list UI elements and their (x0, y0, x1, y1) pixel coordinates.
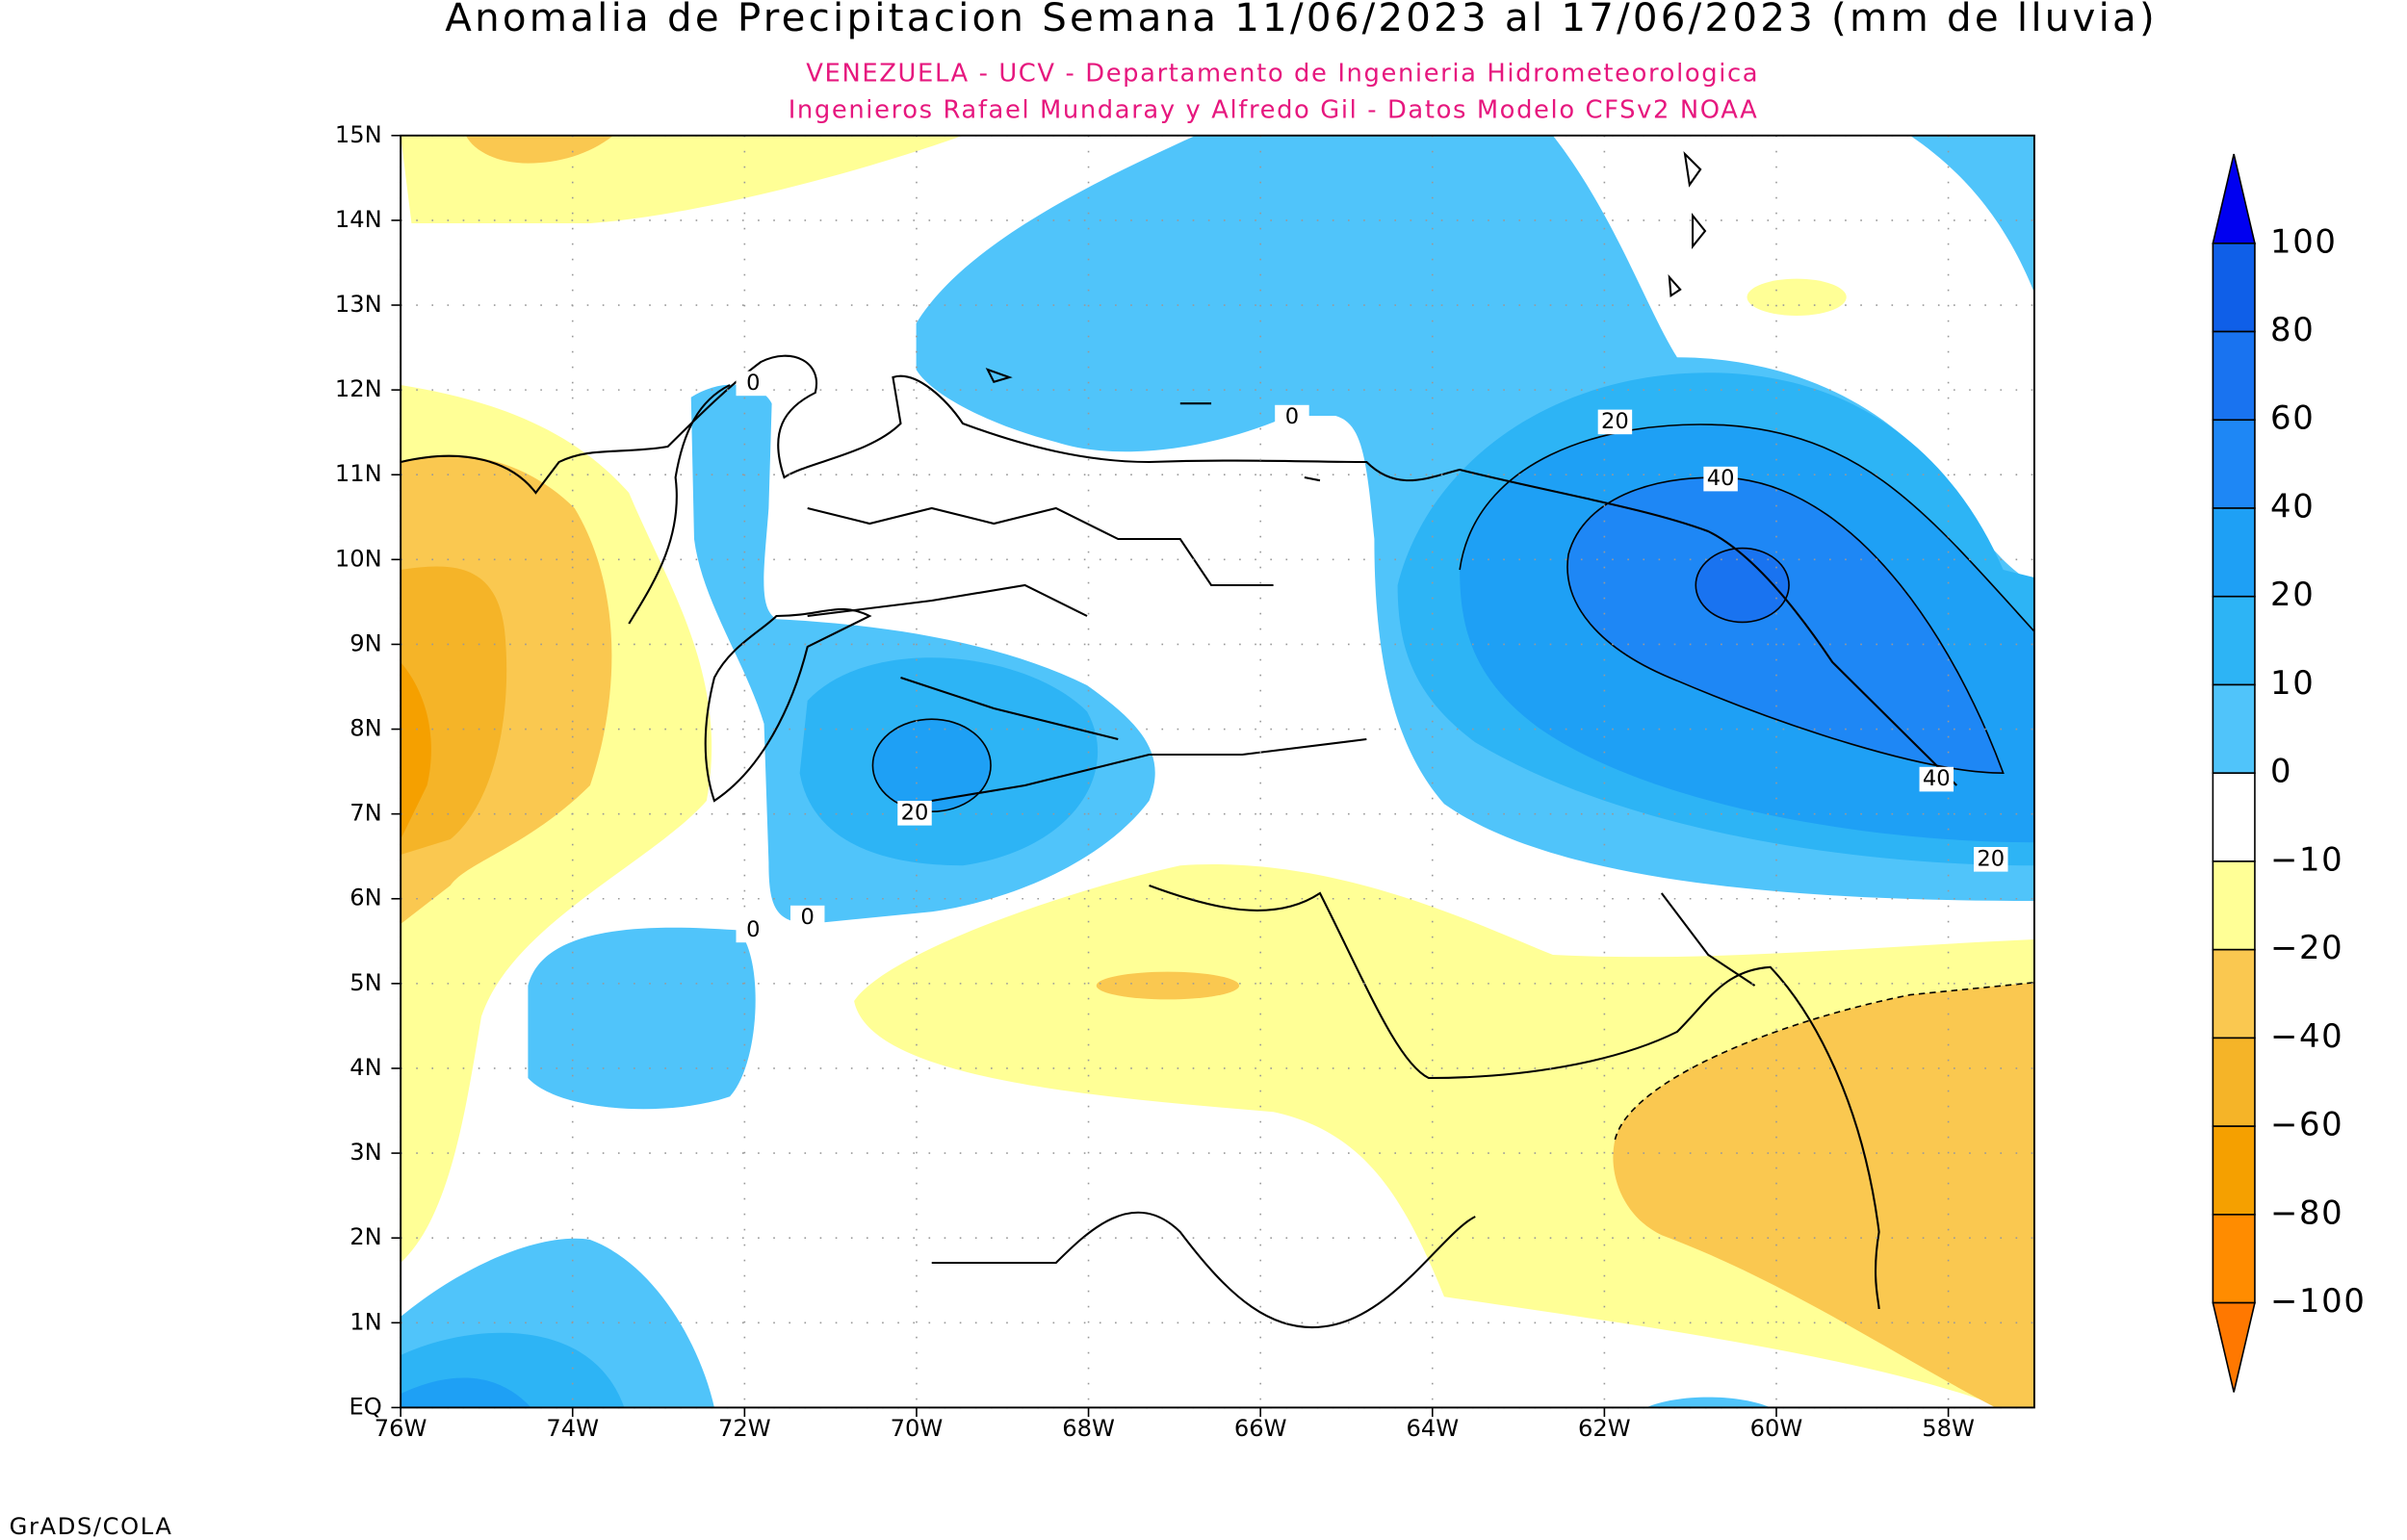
colorbar-label: 20 (2270, 576, 2315, 613)
subtitle: Ingenieros Rafael Mundaray y Alfredo Gil… (789, 96, 1759, 125)
lon-label: 60W (1750, 1415, 1803, 1442)
lat-label: 10N (335, 545, 382, 572)
lat-label: 6N (349, 885, 381, 911)
colorbar-bin (2212, 330, 2256, 422)
wet-area (401, 1377, 531, 1408)
contour-label: 20 (1601, 409, 1629, 434)
lat-label: EQ (349, 1393, 381, 1420)
colorbar-bin (2212, 1125, 2256, 1216)
contour-label: 0 (746, 371, 760, 396)
lat-label: 12N (335, 375, 382, 402)
contour-label: 20 (901, 800, 929, 825)
lon-label: 68W (1062, 1415, 1115, 1442)
lat-label: 9N (349, 630, 381, 657)
lon-label: 70W (891, 1415, 944, 1442)
subtitle: VENEZUELA - UCV - Departamento de Ingeni… (806, 59, 1759, 88)
colorbar-label: −20 (2270, 929, 2343, 966)
contour-label-bg (1597, 409, 1633, 435)
title: Anomalia de Precipitacion Semana 11/06/2… (445, 0, 2158, 40)
contour-label-bg (1919, 766, 1954, 792)
contour-label: 40 (1923, 766, 1951, 791)
colorbar-cap (2212, 1301, 2256, 1393)
lat-label: 3N (349, 1139, 381, 1166)
lon-label: 62W (1578, 1415, 1631, 1442)
dry-area (1747, 278, 1847, 316)
colorbar-bin (2212, 1214, 2256, 1304)
credit: GrADS/COLA (10, 1513, 173, 1540)
colorbar-label: 60 (2270, 399, 2315, 437)
wet-area (528, 927, 756, 1110)
lon-label: 76W (375, 1415, 427, 1442)
colorbar-label: 10 (2270, 664, 2315, 702)
colorbar-label: −10 (2270, 841, 2343, 879)
contour-label-bg (789, 905, 825, 931)
contour-label: 40 (1707, 466, 1735, 491)
colorbar-label: −100 (2270, 1282, 2366, 1320)
dry-area (465, 135, 614, 164)
plot-frame (400, 134, 2035, 1409)
dry-area (854, 864, 2034, 1408)
colorbar-cap (2212, 153, 2256, 244)
wet-area (872, 719, 992, 812)
shading (401, 135, 2034, 1408)
wet-area (1695, 548, 1790, 623)
lon-label: 74W (546, 1415, 599, 1442)
colorbar-bin (2212, 683, 2256, 774)
colorbar-label: 40 (2270, 488, 2315, 526)
contour-label-bg (897, 801, 932, 826)
lon-label: 58W (1922, 1415, 1975, 1442)
colorbar-label: 80 (2270, 311, 2315, 348)
colorbar-label: 100 (2270, 222, 2337, 260)
dry-area (401, 662, 431, 839)
colorbar-label: −80 (2270, 1194, 2343, 1231)
lat-label: 11N (335, 460, 382, 487)
contour-label-bg (1974, 847, 2008, 872)
colorbar-bin (2212, 948, 2256, 1040)
contour-label-bg (736, 917, 770, 943)
wet-area (1645, 1397, 1771, 1408)
colorbar-label: −40 (2270, 1017, 2343, 1055)
colorbar-bin (2212, 419, 2256, 509)
colorbar-bin (2212, 595, 2256, 686)
lat-label: 14N (335, 206, 382, 233)
contour-label: 0 (801, 905, 815, 930)
dry-area (1613, 982, 2034, 1408)
colorbar-bin (2212, 772, 2256, 862)
contour-label: 20 (1977, 846, 2005, 871)
contour-label-bg (1275, 404, 1309, 430)
lat-label: 13N (335, 291, 382, 318)
contour-label-bg (1703, 466, 1738, 492)
lat-label: 1N (349, 1308, 381, 1335)
lat-label: 15N (335, 121, 382, 148)
colorbar-bin (2212, 243, 2256, 333)
lat-label: 4N (349, 1054, 381, 1081)
contour-label: 0 (1285, 404, 1299, 429)
lon-label: 64W (1406, 1415, 1459, 1442)
colorbar-label: −60 (2270, 1106, 2343, 1143)
wet-area (1567, 477, 2004, 774)
lat-label: 2N (349, 1223, 381, 1250)
contour-label: 0 (746, 917, 760, 942)
lat-label: 7N (349, 800, 381, 827)
colorbar-label: 0 (2270, 753, 2292, 790)
colorbar-bin (2212, 860, 2256, 951)
dry-area (1096, 971, 1240, 1000)
contour-label-bg (736, 371, 770, 397)
lon-label: 72W (718, 1415, 771, 1442)
lat-label: 8N (349, 715, 381, 742)
contours (871, 424, 2034, 1141)
wet-area (1909, 135, 2034, 293)
coastline (401, 151, 1957, 1329)
colorbar-bin (2212, 1037, 2256, 1127)
lat-label: 5N (349, 969, 381, 996)
lon-label: 66W (1234, 1415, 1287, 1442)
colorbar-bin (2212, 507, 2256, 598)
